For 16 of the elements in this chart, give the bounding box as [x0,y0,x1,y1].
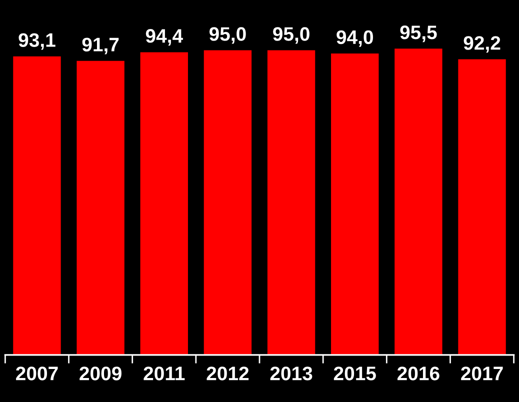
data-label: 95,0 [273,27,310,44]
x-tick-label: 2015 [334,366,376,380]
x-tick-label: 2017 [461,366,503,380]
x-tick-label: 2016 [397,366,440,380]
data-label: 94,0 [336,30,373,47]
data-label: 94,4 [146,29,183,46]
x-tick-label: 2012 [206,366,249,380]
x-tick-label: 2011 [144,366,185,380]
data-label: 92,2 [464,36,500,53]
data-label: 93,1 [18,33,56,50]
x-tick-label: 2007 [16,366,58,380]
x-tick-label: 2009 [80,366,122,380]
data-label: 91,7 [82,38,119,54]
data-label: 95,0 [209,27,246,44]
data-label: 95,5 [400,26,437,42]
x-tick-label: 2013 [270,366,312,380]
